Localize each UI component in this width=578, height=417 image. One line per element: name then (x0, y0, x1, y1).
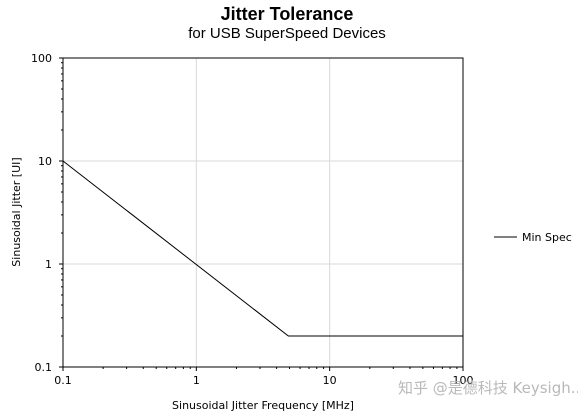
series-layer (62, 160, 463, 337)
legend-label-min-spec: Min Spec (522, 231, 572, 244)
y-tick-label: 1 (45, 258, 52, 271)
x-tick-labels: 0.1 1 10 100 (54, 374, 473, 387)
legend: Min Spec (494, 231, 572, 244)
y-tick-label: 10 (38, 155, 52, 168)
series-line-min-spec (62, 160, 463, 337)
y-tick-label: 0.1 (35, 361, 53, 374)
y-tick-label: 100 (31, 52, 52, 65)
y-tick-labels: 0.1 1 10 100 (31, 52, 52, 374)
chart-title: Jitter Tolerance (221, 4, 354, 24)
x-axis-label: Sinusoidal Jitter Frequency [MHz] (172, 399, 354, 412)
x-tick-label: 10 (323, 374, 337, 387)
watermark: 知乎 @是德科技 Keysigh... (398, 379, 578, 397)
y-axis-label: Sinusoidal Jitter [UI] (10, 157, 23, 266)
plot-area-border (62, 57, 464, 368)
plot-ticks (59, 57, 464, 371)
x-tick-label: 1 (193, 374, 200, 387)
chart-subtitle: for USB SuperSpeed Devices (188, 25, 386, 42)
plot-grid (63, 58, 463, 367)
x-tick-label: 100 (453, 374, 474, 387)
x-tick-label: 0.1 (54, 374, 72, 387)
